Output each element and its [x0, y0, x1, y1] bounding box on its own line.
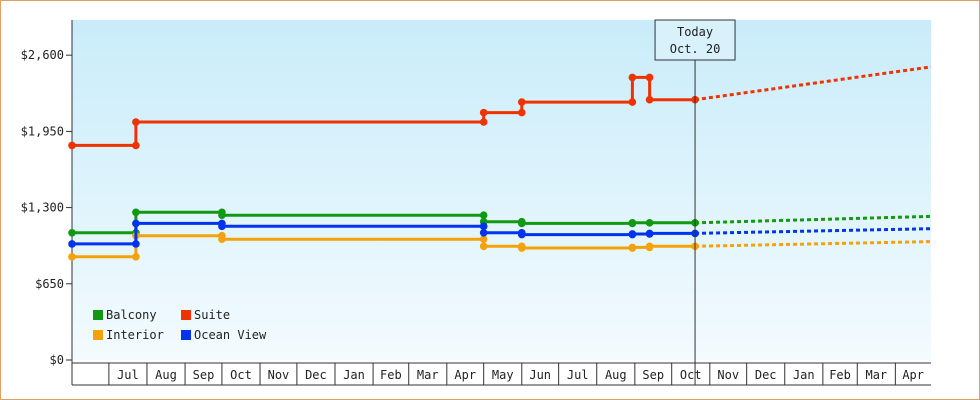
y-tick-label: $1,950 [21, 124, 64, 138]
data-point [517, 219, 526, 228]
data-point [218, 235, 226, 244]
series-suite [68, 65, 932, 150]
data-point [517, 244, 526, 252]
x-tick-label: Mar [865, 368, 887, 382]
today-date-label: Oct. 20 [670, 42, 721, 56]
series-layer [68, 65, 932, 261]
x-tick-label: Sep [642, 368, 664, 382]
legend-swatch [181, 310, 191, 320]
x-tick-label: Apr [454, 368, 476, 382]
data-point [628, 230, 637, 238]
data-point [479, 118, 488, 126]
data-point [645, 229, 654, 238]
x-tick-label: Dec [305, 368, 327, 382]
x-axis: Jul Aug Sep Oct Nov Dec Jan Feb Mar Apr May Jun Jul A… [71, 362, 931, 386]
x-tick-label: May [492, 368, 514, 382]
x-tick-label: Oct [680, 368, 702, 382]
plot-background [72, 20, 931, 360]
data-point [645, 219, 654, 227]
series-forecast-line [694, 65, 932, 102]
x-tick-label: Aug [155, 368, 177, 382]
series-forecast-line [695, 240, 932, 248]
y-tick-label: $2,600 [21, 48, 64, 62]
x-tick-label: Feb [380, 368, 402, 382]
x-tick-label: Apr [902, 368, 924, 382]
data-point [628, 98, 637, 106]
x-tick-label: Nov [717, 368, 739, 382]
legend-swatch [93, 310, 103, 320]
data-point [132, 219, 140, 228]
series-forecast-line [695, 214, 932, 225]
data-point [628, 219, 637, 227]
data-point [479, 222, 488, 231]
x-tick-label: Dec [755, 368, 777, 382]
data-point [517, 98, 526, 106]
data-point [132, 253, 140, 261]
y-tick-label: $650 [35, 277, 64, 291]
x-tick-label: Aug [605, 368, 627, 382]
data-point [628, 243, 637, 252]
data-point [218, 222, 226, 231]
data-point [68, 228, 76, 237]
legend-label: Ocean View [194, 328, 267, 342]
legend-swatch [181, 330, 191, 340]
legend: Balcony Suite Interior Ocean View [93, 308, 267, 342]
legend-label: Suite [194, 308, 230, 322]
data-point [479, 242, 488, 251]
legend-swatch [93, 330, 103, 340]
x-tick-label: Sep [193, 368, 215, 382]
data-point [479, 211, 488, 220]
data-point [645, 242, 654, 251]
data-point [68, 253, 76, 261]
legend-label: Interior [106, 328, 164, 342]
x-tick-label: Jul [117, 368, 139, 382]
data-point [132, 141, 140, 150]
legend-label: Balcony [106, 308, 157, 322]
data-point [218, 211, 226, 220]
data-point [132, 240, 140, 248]
today-marker: Today Oct. 20 [654, 19, 736, 385]
y-tick-label: $1,300 [21, 201, 64, 215]
data-point [628, 73, 637, 82]
series-forecast-line [695, 227, 932, 235]
data-point [517, 230, 526, 239]
x-tick-label: Jan [343, 368, 365, 382]
x-tick-label: Feb [829, 368, 851, 382]
data-point [645, 95, 654, 104]
data-point [645, 73, 654, 82]
x-tick-label: Jan [793, 368, 815, 382]
data-point [479, 108, 488, 117]
data-point [517, 108, 526, 117]
x-tick-label: Mar [417, 368, 439, 382]
data-point [132, 208, 140, 217]
today-label-box [654, 19, 736, 61]
x-tick-label: Oct [230, 368, 252, 382]
y-axis: $0 $650 $1,300 $1,950 $2,600 [21, 20, 73, 385]
x-tick-label: Jun [529, 368, 551, 382]
x-tick-label: Nov [268, 368, 290, 382]
data-point [68, 240, 76, 248]
x-tick-label: Jul [567, 368, 589, 382]
data-point [132, 118, 140, 126]
y-tick-label: $0 [50, 353, 64, 367]
data-point [479, 235, 488, 244]
data-point [68, 141, 76, 150]
data-point [479, 228, 488, 237]
series-ocean-view [68, 219, 932, 248]
today-label: Today [677, 25, 713, 39]
